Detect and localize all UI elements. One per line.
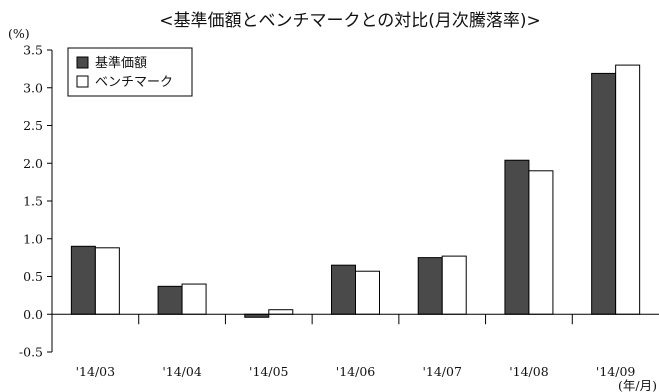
y-tick-label: 2.0 [23, 156, 43, 171]
y-tick-label: 0.5 [23, 269, 43, 284]
x-tick-label: '14/07 [422, 364, 462, 379]
bar-group [70, 64, 641, 318]
bar-nav-1 [157, 285, 183, 315]
y-tick-label: 3.5 [23, 43, 43, 58]
bar-benchmark-1 [181, 283, 207, 315]
x-tick-label: '14/04 [162, 364, 202, 379]
x-tick-label: '14/09 [596, 364, 636, 379]
y-tick-label: 2.5 [23, 118, 43, 133]
y-axis-unit: (%) [8, 26, 30, 41]
bar-benchmark-4 [441, 255, 467, 315]
bar-nav-6 [591, 72, 617, 315]
axes [47, 49, 659, 353]
bar-benchmark-6 [615, 64, 641, 315]
legend-box [67, 47, 193, 97]
legend: 基準価額 ベンチマーク [67, 47, 193, 97]
legend-swatch-nav [76, 56, 89, 69]
bar-benchmark-0 [94, 247, 120, 315]
bar-nav-5 [504, 159, 530, 315]
x-tick-labels: '14/03 '14/04 '14/05 '14/06 '14/07 '14/08 '14/… [76, 364, 636, 379]
bar-benchmark-3 [355, 270, 380, 315]
y-tick-label: 1.5 [23, 194, 43, 209]
y-tick-label: 0.0 [23, 307, 43, 322]
y-tick-label: 3.0 [23, 80, 43, 95]
y-tick-label: -0.5 [19, 345, 43, 360]
legend-label-nav: 基準価額 [95, 55, 147, 71]
bar-benchmark-5 [528, 170, 554, 315]
x-tick-label: '14/03 [76, 364, 116, 379]
x-axis-unit: (年/月) [618, 378, 657, 392]
bar-benchmark-2 [268, 309, 294, 315]
x-tick-label: '14/08 [509, 364, 549, 379]
legend-label-benchmark: ベンチマーク [95, 75, 173, 90]
x-tick-label: '14/06 [336, 364, 376, 379]
y-tick-labels: -0.5 0.0 0.5 1.0 1.5 2.0 2.5 3.0 3.5 [19, 43, 43, 360]
y-tick-label: 1.0 [23, 231, 43, 246]
bar-nav-4 [417, 257, 443, 315]
bar-nav-3 [331, 264, 356, 315]
x-tick-label: '14/05 [249, 364, 288, 379]
bar-nav-0 [70, 245, 96, 315]
legend-swatch-benchmark [76, 75, 89, 88]
chart-title: <基準価額とベンチマークとの対比(月次騰落率)> [159, 11, 541, 31]
